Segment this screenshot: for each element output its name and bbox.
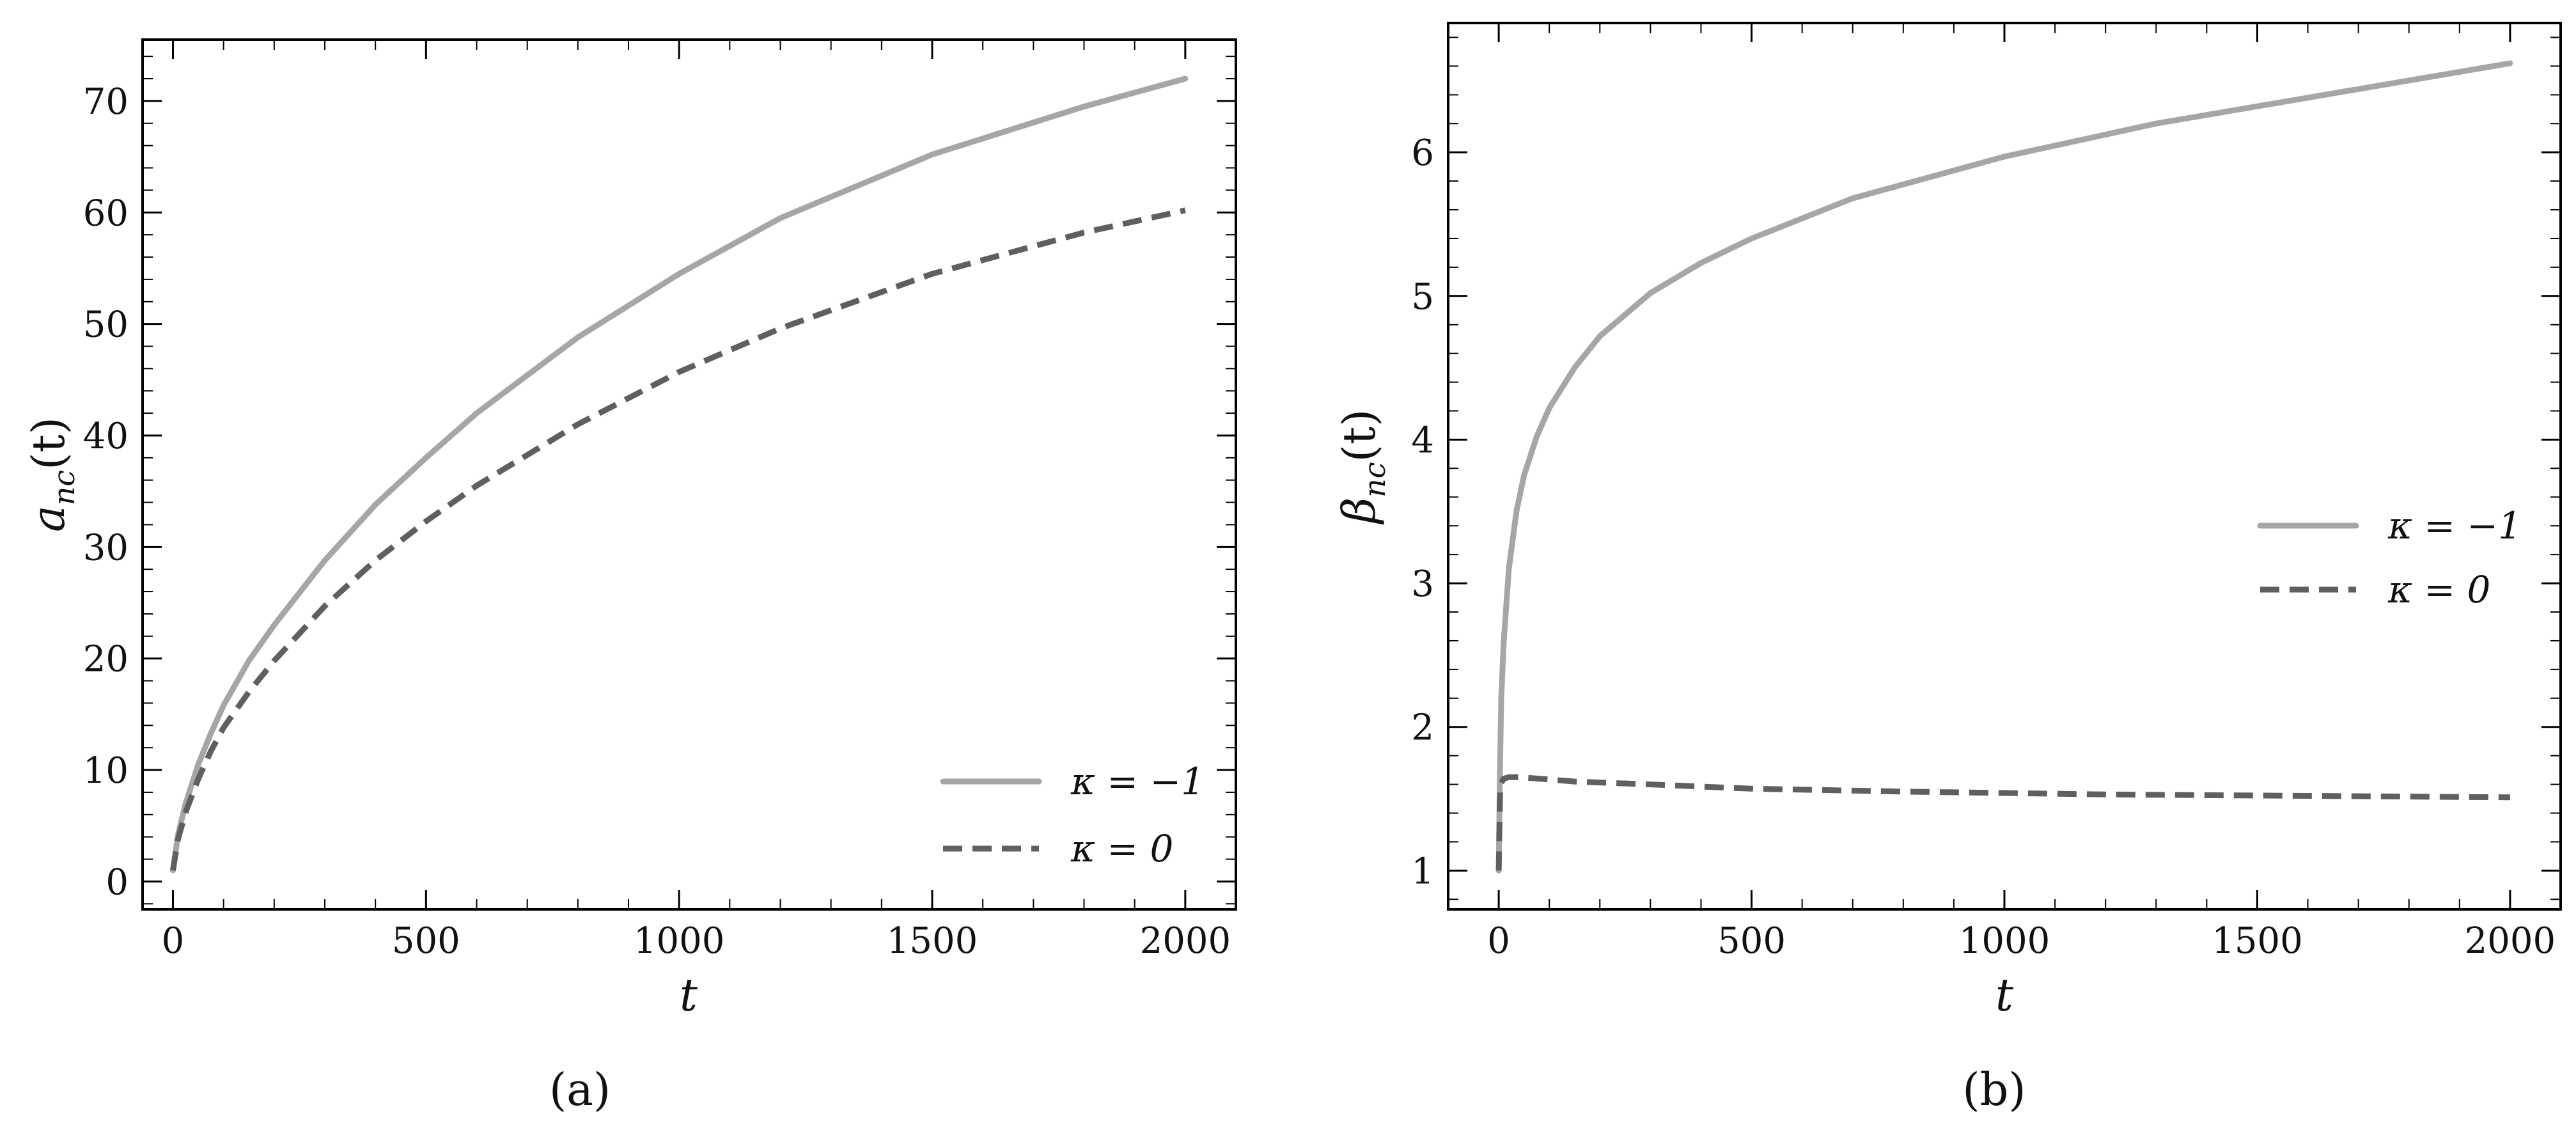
x-tick-label: 0 [1487,920,1510,962]
y-tick-label: 0 [105,861,129,903]
series-line-kappa-minus-1 [1495,60,2513,874]
legend-entry-label: κ = −1 [1070,760,1205,803]
legend-entry-label: κ = 0 [2387,568,2490,611]
x-tick-label: 1500 [887,920,978,962]
x-tick-label: 500 [1717,920,1786,962]
series-line-kappa-0 [170,207,1186,871]
panel-b-ticks: 0 500 1000 1500 2000 1 2 3 4 5 6 [1411,23,2561,962]
x-tick-label: 2000 [2465,920,2556,962]
y-tick-label: 6 [1411,132,1434,174]
y-tick-label: 30 [83,527,129,569]
legend-entry-label: κ = −1 [2387,504,2522,547]
y-tick-label: 60 [83,192,129,234]
x-tick-label: 500 [392,920,460,962]
x-tick-label: 0 [162,920,185,962]
y-tick-label: 4 [1411,420,1434,461]
legend-entry-label: κ = 0 [1070,827,1173,870]
panel-b-x-axis-label: t [1995,969,2014,1021]
panel-b-legend: κ = −1 κ = 0 [2257,504,2522,611]
panel-b-label: (b) [1962,1063,2026,1116]
x-tick-label: 2000 [1140,920,1231,962]
y-tick-label: 20 [83,639,129,680]
y-tick-label: 5 [1411,276,1434,318]
y-tick-label: 3 [1411,563,1434,605]
y-tick-label: 10 [83,750,129,792]
y-tick-label: 70 [83,81,129,123]
x-tick-label: 1500 [2212,920,2303,962]
series-line-kappa-0 [1495,774,2510,871]
panel-a-legend: κ = −1 κ = 0 [940,760,1205,870]
y-tick-label: 2 [1411,707,1434,749]
panel-b-series [1495,60,2513,874]
panel-a-label: (a) [549,1063,611,1116]
y-tick-label: 1 [1411,851,1434,892]
panel-a-plot-frame [141,38,1237,911]
panel-a-y-axis-label: anc(t) [22,417,81,532]
x-tick-label: 1000 [634,920,725,962]
x-tick-label: 1000 [1959,920,2050,962]
y-tick-label: 40 [83,416,129,457]
panel-a-series [170,75,1189,874]
panel-a-ticks: 0 500 1000 1500 2000 0 10 20 30 40 50 60 70 [83,40,1237,962]
series-line-kappa-minus-1 [170,75,1189,874]
panel-b-y-axis-label: βnc(t) [1333,409,1392,526]
y-tick-label: 50 [83,304,129,346]
panel-a-x-axis-label: t [680,969,698,1021]
panel-b: 0 500 1000 1500 2000 1 2 3 4 5 6 κ = −1 κ = 0 t βnc… [1333,22,2562,1116]
